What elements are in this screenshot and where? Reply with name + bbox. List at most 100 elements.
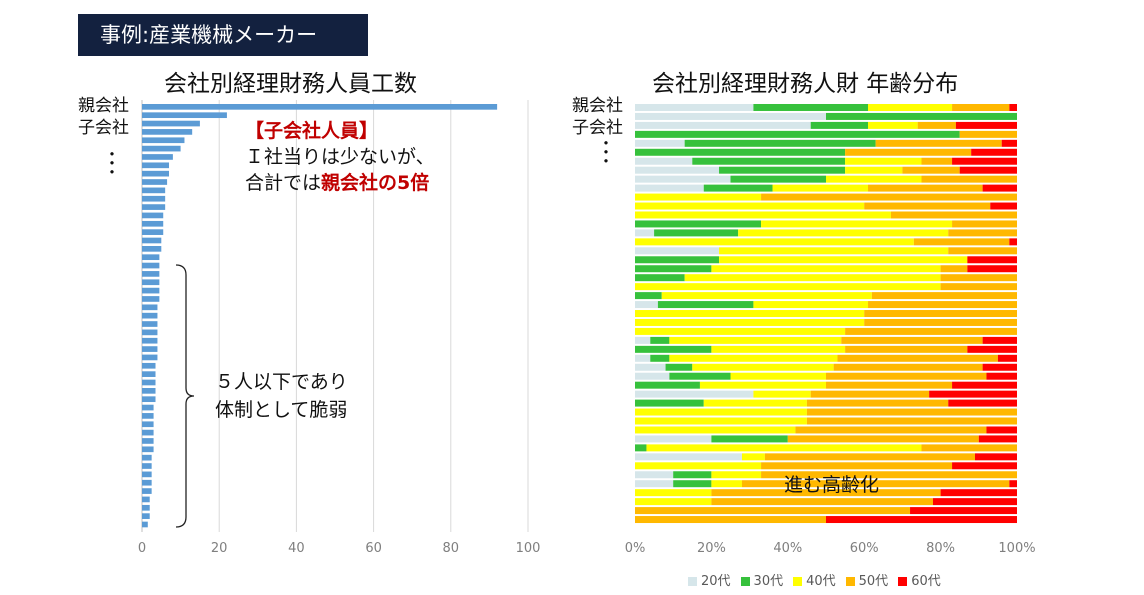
right-bar-segment — [635, 121, 811, 129]
right-bar-segment — [669, 372, 731, 380]
right-bar-segment — [932, 498, 1017, 506]
right-bar-segment — [761, 471, 1017, 479]
right-bar-segment — [635, 247, 720, 255]
left-tick-label: 40 — [288, 541, 305, 556]
right-bar-segment — [952, 462, 1017, 470]
left-bar — [142, 379, 156, 386]
right-bar-segment — [699, 381, 826, 389]
left-bar — [142, 396, 156, 403]
right-bar-segment — [841, 336, 983, 344]
right-bar-segment — [635, 139, 685, 147]
left-tick-label: 80 — [442, 541, 460, 556]
right-bar-segment — [657, 301, 754, 309]
right-bar-segment — [940, 489, 1017, 497]
right-bar-segment — [845, 157, 922, 165]
right-bar-segment — [990, 202, 1017, 210]
legend-label: 40代 — [806, 574, 836, 589]
right-bar-segment — [692, 363, 834, 371]
right-bar-segment — [948, 399, 1017, 407]
left-bar — [142, 446, 154, 453]
right-bar-segment — [826, 516, 1017, 524]
legend-swatch — [688, 577, 697, 586]
right-bar-segment — [635, 381, 700, 389]
right-bar-segment — [635, 480, 674, 488]
right-bar-segment — [921, 444, 1017, 452]
left-tick-label: 60 — [365, 541, 382, 556]
right-bar-segment — [1009, 238, 1017, 246]
right-bar-segment — [635, 426, 796, 434]
right-bar-segment — [703, 184, 773, 192]
right-bar-segment — [761, 193, 1017, 201]
left-bar — [142, 104, 498, 110]
right-bar-segment — [764, 453, 975, 461]
right-bar-segment — [635, 372, 670, 380]
right-bar-segment — [635, 516, 826, 524]
right-bar-segment — [871, 292, 1017, 300]
right-bar-segment — [635, 148, 846, 156]
right-bar-segment — [845, 148, 972, 156]
right-bar-segment — [711, 480, 742, 488]
right-bar-segment — [635, 104, 754, 111]
left-bar — [142, 362, 156, 369]
right-bar-segment — [940, 283, 1017, 291]
legend-item: 50代 — [845, 570, 888, 589]
right-bar-segment — [952, 220, 1017, 228]
right-bar-segment — [673, 480, 712, 488]
left-bar — [142, 204, 166, 210]
left-bar — [142, 246, 162, 252]
right-bar-segment — [917, 121, 956, 129]
left-bar — [142, 413, 154, 419]
legend-swatch — [898, 577, 908, 586]
left-bar — [142, 220, 164, 227]
left-tick-label: 100 — [515, 541, 541, 556]
right-bar-segment — [982, 336, 1017, 344]
right-bar-segment — [845, 327, 1017, 335]
right-bar-segment — [967, 345, 1017, 353]
right-bar-segment — [650, 354, 670, 362]
left-tick-label: 0 — [137, 541, 147, 556]
left-bar — [142, 120, 200, 127]
left-bar — [142, 429, 154, 436]
left-bar — [142, 187, 166, 194]
callout-heading: 【子会社人員】 — [245, 120, 379, 142]
subsidiary-callout: 【子会社人員】 Ｉ社当りは少ないが、 合計では親会社の5倍 — [245, 118, 435, 196]
right-bar-segment — [974, 453, 1017, 461]
right-bar-segment — [635, 229, 655, 237]
right-bar-segment — [1009, 480, 1017, 488]
fragile-line2: 体制として脆弱 — [215, 399, 348, 421]
right-bar-segment — [635, 390, 754, 398]
right-bar-segment — [868, 121, 918, 129]
right-bar-segment — [719, 256, 968, 264]
left-bar — [142, 404, 154, 411]
right-bar-segment — [635, 318, 865, 326]
left-label-parent: 親会社 — [78, 96, 129, 116]
right-bar-segment — [967, 256, 1017, 264]
right-bar-segment — [826, 381, 953, 389]
left-bar — [142, 229, 164, 235]
left-bar — [142, 337, 158, 344]
left-bar — [142, 254, 160, 261]
right-bar-segment — [635, 498, 712, 506]
right-bar-segment — [1009, 104, 1017, 111]
right-bar-segment — [703, 399, 807, 407]
right-tick-label: 80% — [926, 541, 956, 556]
right-bar-segment — [711, 471, 762, 479]
right-bar-segment — [635, 265, 712, 273]
right-bar-segment — [711, 489, 941, 497]
right-bar-segment — [673, 471, 712, 479]
left-bar — [142, 179, 168, 185]
right-bar-segment — [635, 310, 865, 318]
left-bar — [142, 388, 156, 394]
right-bar-segment — [959, 166, 1017, 174]
callout-line2-emph: 親会社の5倍 — [321, 172, 430, 194]
left-bar — [142, 346, 158, 352]
left-bar — [142, 496, 150, 503]
left-label-subsidiary: 子会社 — [78, 118, 129, 138]
right-bar-segment — [967, 265, 1017, 273]
right-tick-label: 20% — [696, 541, 726, 556]
right-bar-segment — [806, 408, 1017, 416]
right-bar-segment — [864, 310, 1017, 318]
right-bar-segment — [868, 104, 953, 111]
